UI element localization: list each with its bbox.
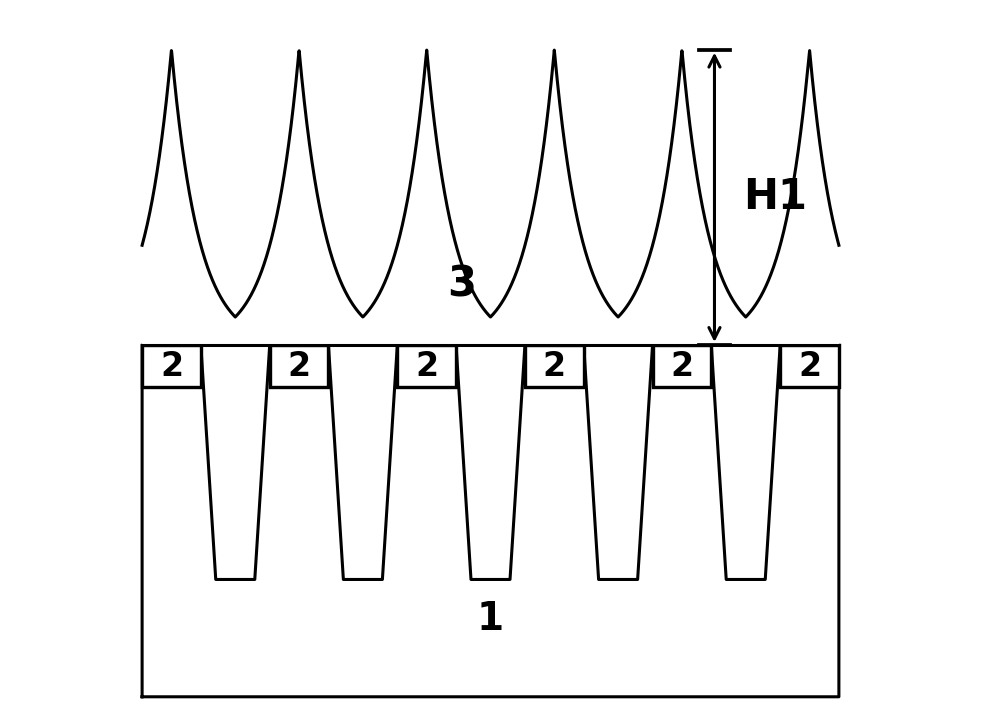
Text: 3: 3 bbox=[447, 263, 477, 306]
Bar bbox=[525, 345, 584, 387]
Polygon shape bbox=[142, 50, 839, 345]
Text: 2: 2 bbox=[542, 350, 566, 383]
Bar bbox=[652, 345, 711, 387]
Text: 1: 1 bbox=[477, 599, 504, 638]
Text: H1: H1 bbox=[743, 176, 807, 218]
Bar bbox=[397, 345, 456, 387]
Text: 2: 2 bbox=[670, 350, 694, 383]
Text: 2: 2 bbox=[160, 350, 183, 383]
Text: 2: 2 bbox=[798, 350, 821, 383]
Polygon shape bbox=[142, 345, 839, 697]
Text: 2: 2 bbox=[415, 350, 439, 383]
Bar bbox=[780, 345, 839, 387]
Bar bbox=[270, 345, 329, 387]
Text: 2: 2 bbox=[287, 350, 311, 383]
Bar bbox=[142, 345, 201, 387]
